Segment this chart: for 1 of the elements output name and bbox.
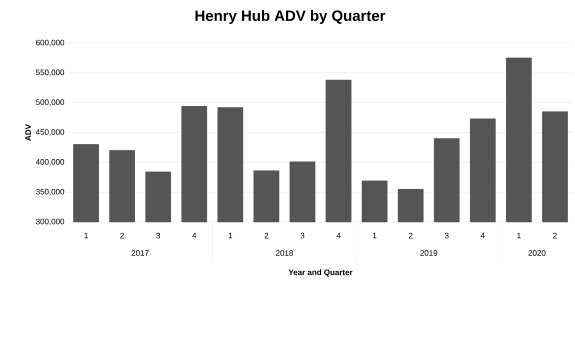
- chart-title: Henry Hub ADV by Quarter: [196, 10, 386, 24]
